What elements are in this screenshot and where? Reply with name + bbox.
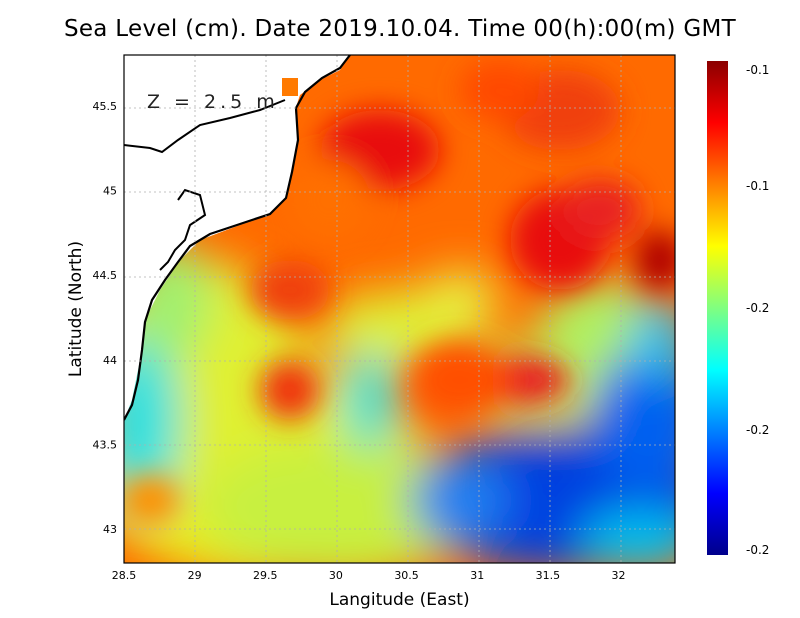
colorbar-tick-label: -0.2 (746, 543, 770, 557)
y-tick-label: 44.5 (93, 269, 118, 282)
x-tick-label: 32 (611, 569, 625, 582)
y-tick-label: 43 (103, 523, 117, 536)
depth-label: Z = 2.5 m (147, 91, 279, 113)
y-tick-label: 45.5 (93, 100, 118, 113)
plot-frame (123, 54, 676, 564)
coastline (124, 55, 351, 421)
x-axis-ticks: 28.5 29 29.5 30 30.5 31 31.5 32 (112, 569, 626, 582)
delta-patch (282, 78, 298, 96)
coastline-inlet (124, 99, 286, 154)
land-mass (124, 55, 350, 420)
grid-lines (124, 55, 675, 563)
colorbar-tick-label: -0.1 (746, 63, 770, 77)
colorbar-tick-label: -0.2 (746, 301, 770, 315)
colorbar-tick-label: -0.2 (746, 423, 770, 437)
y-axis-label: Latitude (North) (66, 240, 86, 378)
y-tick-label: 44 (103, 354, 117, 367)
x-axis-label: Langitude (East) (329, 590, 470, 610)
x-tick-label: 31.5 (536, 569, 561, 582)
chart-title: Sea Level (cm). Date 2019.10.04. Time 00… (63, 16, 737, 42)
x-tick-label: 30.5 (394, 569, 419, 582)
sea-level-field (124, 55, 675, 563)
y-tick-label: 45 (103, 184, 117, 197)
y-tick-label: 43.5 (93, 438, 118, 451)
x-tick-label: 28.5 (112, 569, 137, 582)
x-tick-label: 29.5 (253, 569, 278, 582)
colorbar-tick-label: -0.1 (746, 179, 770, 193)
x-tick-label: 31 (470, 569, 484, 582)
y-axis-ticks: 43 43.5 44 44.5 45 45.5 (93, 100, 118, 536)
x-tick-label: 30 (329, 569, 343, 582)
colorbar (707, 61, 728, 555)
x-tick-label: 29 (188, 569, 202, 582)
